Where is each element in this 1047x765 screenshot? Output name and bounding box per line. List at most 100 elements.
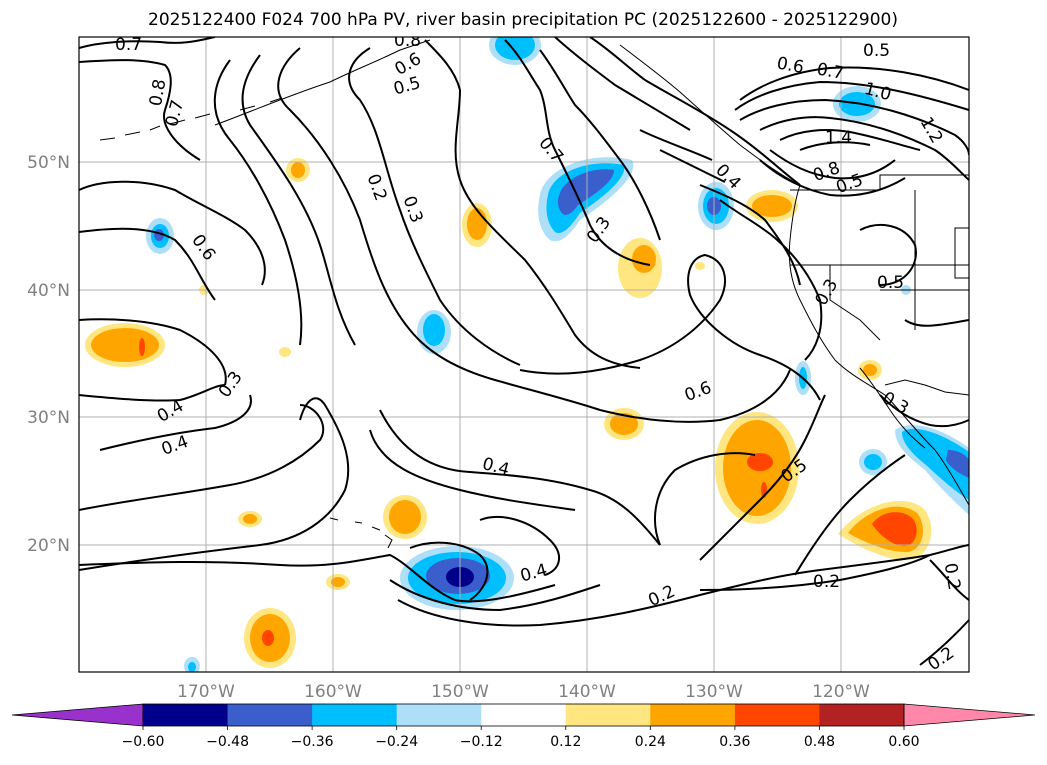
pv-contour	[78, 404, 325, 511]
pv-contour	[78, 384, 226, 402]
precip-blob	[863, 364, 877, 376]
colorbar-tick-label: 0.48	[804, 734, 835, 750]
pv-contour	[919, 619, 970, 666]
pv-contour	[739, 98, 970, 156]
contour-label: 0.2	[813, 572, 840, 592]
lon-label: 170°W	[177, 682, 235, 702]
colorbar-segment	[565, 704, 651, 726]
north-america-coast	[788, 184, 970, 506]
contour-label: 0.6	[775, 53, 805, 77]
pv-contour	[213, 59, 303, 346]
longitude-labels: 170°W 160°W 150°W 140°W 130°W 120°W	[177, 682, 870, 702]
contour-label: 0.2	[940, 562, 964, 592]
colorbar-tick-label: −0.36	[291, 734, 334, 750]
precip-blob	[557, 169, 615, 215]
pv-contour	[504, 39, 651, 266]
colorbar-tick-label: −0.24	[375, 734, 418, 750]
pv-contour	[599, 369, 791, 423]
hawaii-islands	[329, 517, 393, 549]
lat-label: 30°N	[27, 408, 70, 428]
pv-contour	[739, 66, 970, 101]
contour-label: 0.8	[146, 78, 170, 108]
colorbar-tick-label: −0.48	[206, 734, 249, 750]
pv-contour	[519, 253, 821, 401]
colorbar-segment	[819, 704, 905, 726]
precip-blob	[864, 454, 882, 470]
precip-blob	[91, 328, 159, 362]
precip-blob	[872, 512, 917, 546]
precip-blob	[262, 630, 274, 646]
colorbar-segment	[481, 704, 567, 726]
pv-contour	[654, 452, 756, 546]
colorbar-tick-label: 0.36	[719, 734, 750, 750]
lon-label: 150°W	[431, 682, 489, 702]
pv-contour	[99, 394, 252, 451]
pv-contour	[719, 199, 823, 361]
pv-contour	[241, 54, 356, 346]
colorbar-segment	[734, 704, 820, 726]
us-mexico-border	[884, 379, 970, 396]
latitude-labels: 50°N 40°N 30°N 20°N	[27, 153, 70, 556]
pv-contour	[699, 554, 931, 591]
contour-label: 0.5	[877, 273, 904, 293]
precip-blob	[610, 413, 638, 435]
contour-label: 0.7	[815, 59, 845, 83]
pv-contour	[369, 429, 576, 511]
precip-blob	[695, 262, 705, 270]
canada-us-border	[790, 174, 969, 191]
pv-contour	[389, 579, 601, 612]
colorbar-extend-high	[903, 703, 1036, 727]
colorbar-tick-label: −0.60	[122, 734, 165, 750]
precip-blob	[902, 428, 969, 500]
pv-contour	[277, 47, 601, 411]
lon-label: 140°W	[558, 682, 616, 702]
precip-blob	[632, 245, 656, 273]
pv-contour	[539, 49, 661, 241]
colorbar-tick-label: 0.12	[550, 734, 581, 750]
colorbar-tick-label: 0.24	[635, 734, 666, 750]
pv-contour	[78, 180, 266, 286]
pv-contour	[479, 515, 560, 576]
colorbar-segment	[227, 704, 313, 726]
colorbar-segment	[312, 704, 398, 726]
precip-blob	[752, 195, 792, 217]
colorbar: −0.60 −0.48 −0.36 −0.24 −0.12 0.12 0.24 0.36 0.4…	[11, 703, 1036, 750]
pv-contour	[409, 541, 489, 601]
colorbar-segment	[143, 704, 229, 726]
baja-california	[859, 367, 926, 449]
colorbar-segment	[650, 704, 736, 726]
colorbar-tick-label: −0.12	[460, 734, 503, 750]
pv-contour	[769, 149, 896, 180]
pv-contour	[699, 394, 826, 561]
pv-contour	[799, 141, 871, 151]
pv-contour	[659, 149, 726, 183]
pv-contour	[759, 159, 906, 197]
contour-label: 0.7	[115, 35, 142, 55]
pv-contour	[78, 59, 201, 161]
precip-blob	[331, 577, 345, 587]
lon-label: 130°W	[685, 682, 743, 702]
colorbar-segment	[396, 704, 482, 726]
pv-contour	[589, 36, 801, 186]
lat-label: 50°N	[27, 153, 70, 173]
pv-contour	[78, 553, 556, 603]
pv-contour	[859, 224, 917, 286]
contour-label: 0.5	[863, 41, 890, 61]
pv-contour	[699, 184, 801, 286]
colorbar-tick-label: 0.60	[888, 734, 919, 750]
precip-blob	[188, 662, 196, 672]
map-frame	[78, 36, 970, 673]
pv-contour	[424, 39, 641, 369]
lon-label: 120°W	[812, 682, 870, 702]
alaska-panhandle	[619, 44, 801, 186]
pv-contour	[904, 319, 970, 327]
lat-label: 40°N	[27, 281, 70, 301]
precip-blob	[291, 162, 305, 178]
pv-contour	[639, 129, 713, 161]
lat-label: 20°N	[27, 536, 70, 556]
pv-contour	[734, 80, 970, 111]
precip-blob	[279, 347, 291, 357]
pv-contour	[78, 227, 216, 301]
